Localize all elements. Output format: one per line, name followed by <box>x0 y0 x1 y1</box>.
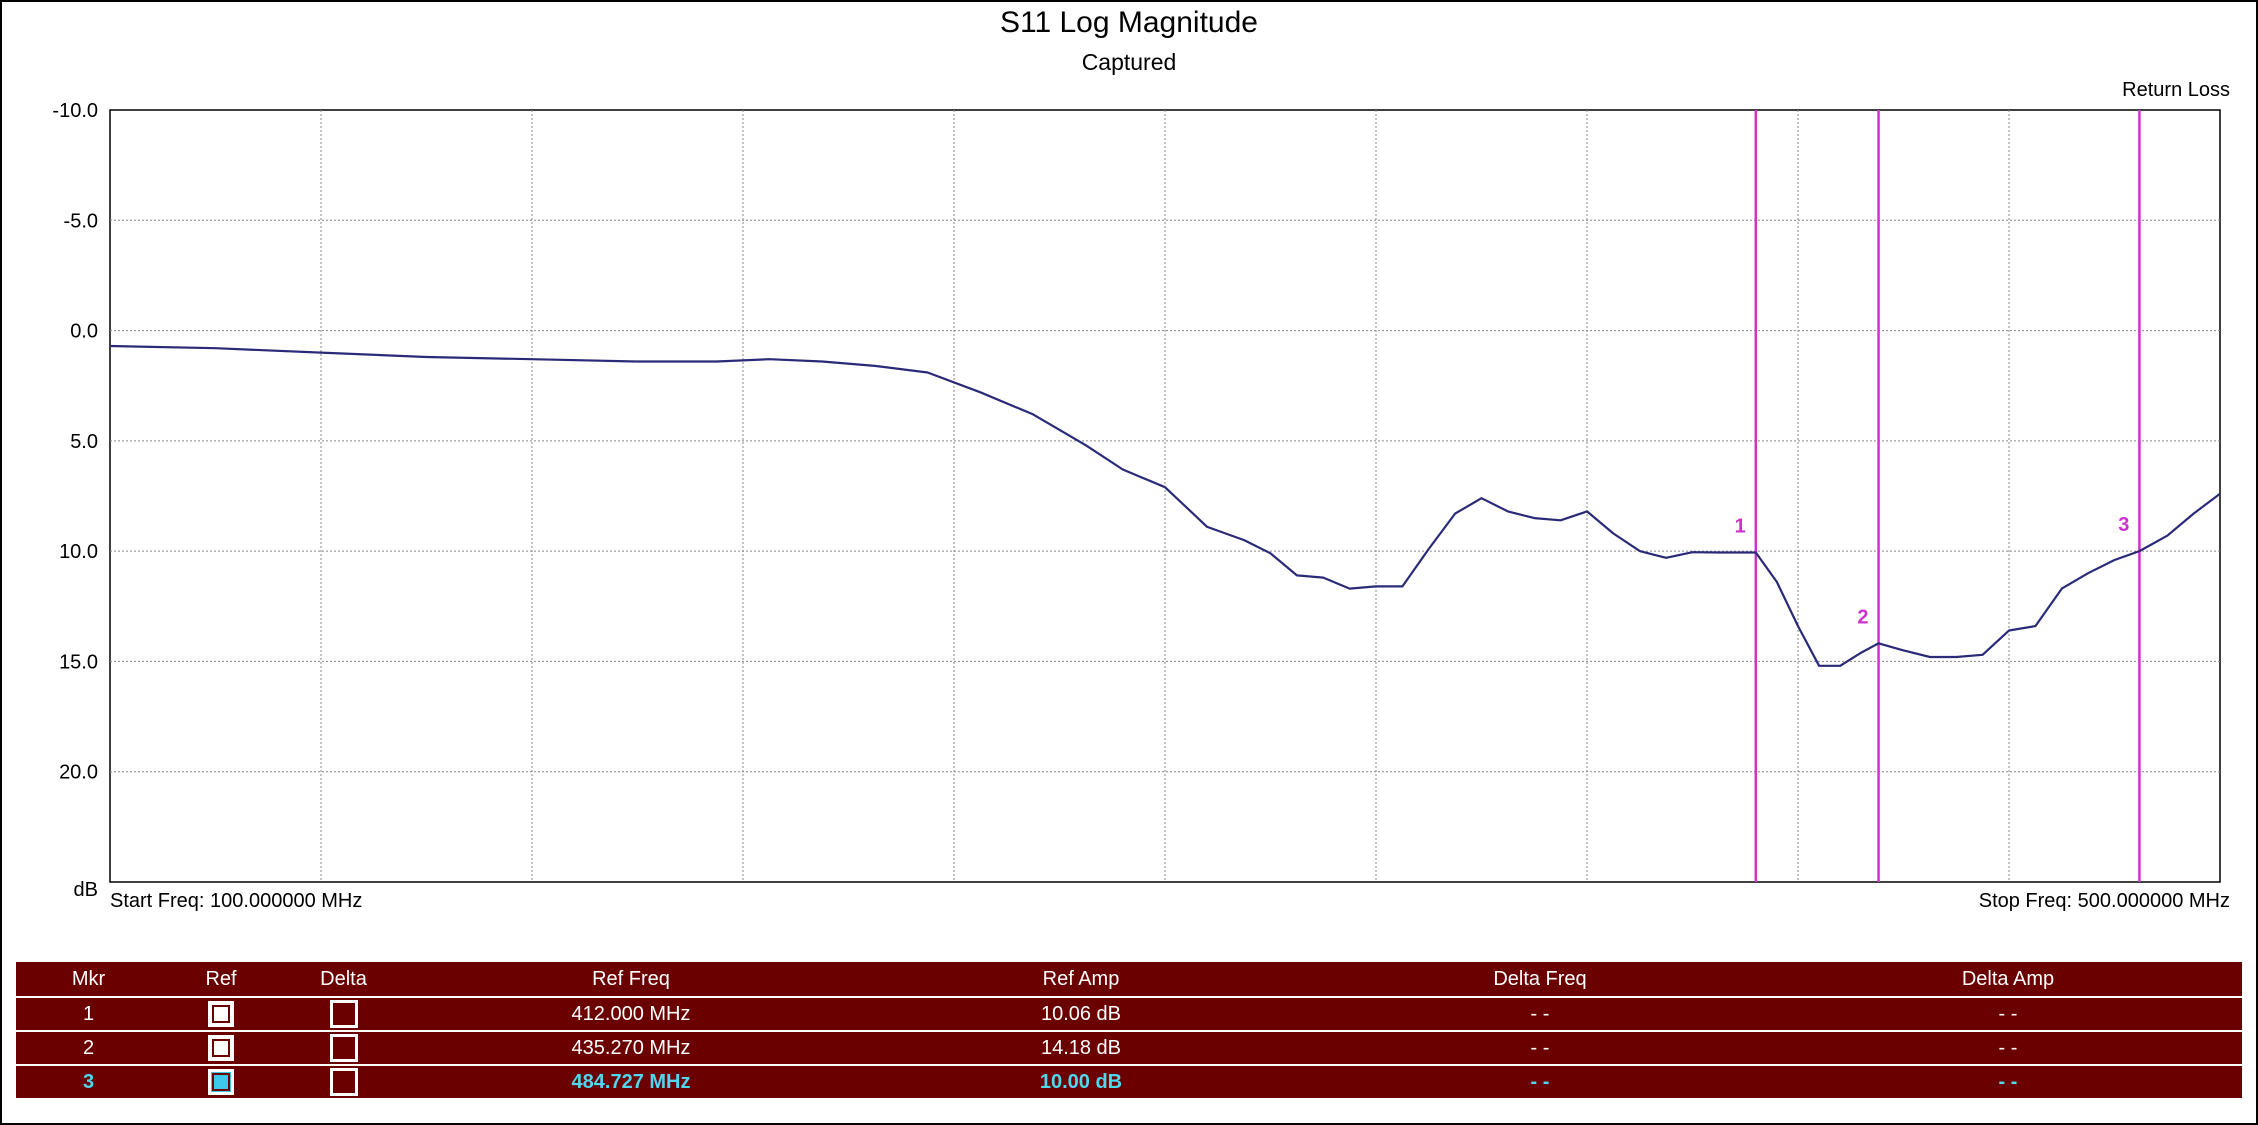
delta-amp-cell: - - <box>1774 1031 2242 1066</box>
y-tick-label: -10.0 <box>52 100 98 122</box>
delta-amp-cell: - - <box>1998 1070 2018 1093</box>
ref-checkbox[interactable] <box>208 1001 234 1027</box>
chart-subtitle: Captured <box>1081 49 1177 75</box>
table-row-selected[interactable]: 3 484.727 MHz 10.00 dB - - - - <box>16 1065 2242 1098</box>
delta-freq-cell: - - <box>1306 997 1774 1032</box>
ref-amp-cell: 14.18 dB <box>856 1031 1306 1066</box>
delta-checkbox[interactable] <box>329 1034 358 1062</box>
stop-freq-label: Stop Freq: 500.000000 MHz <box>1978 890 2230 912</box>
delta-checkbox[interactable] <box>329 1000 358 1028</box>
y-axis-unit: dB <box>74 879 98 901</box>
marker-table-header: Mkr Ref Delta Ref Freq Ref Amp Delta Fre… <box>16 962 2242 998</box>
ref-freq-cell: 435.270 MHz <box>406 1031 856 1066</box>
table-row[interactable]: 1 412.000 MHz 10.06 dB - - - - <box>16 997 2242 1032</box>
delta-freq-cell: - - <box>1306 1031 1774 1066</box>
ref-freq-cell: 484.727 MHz <box>571 1070 691 1093</box>
header-delta-freq: Delta Freq <box>1306 962 1774 998</box>
header-delta-amp: Delta Amp <box>1774 962 2242 998</box>
marker-label: 1 <box>1735 515 1746 537</box>
header-delta: Delta <box>281 962 406 998</box>
chart-title: S11 Log Magnitude <box>1000 6 1258 39</box>
trace-label: Return Loss <box>2122 79 2230 101</box>
ref-amp-cell: 10.06 dB <box>856 997 1306 1032</box>
delta-amp-cell: - - <box>1774 997 2242 1032</box>
y-tick-label: 10.0 <box>59 541 98 563</box>
marker-number: 1 <box>16 997 161 1032</box>
y-tick-label: 15.0 <box>59 651 98 673</box>
marker-number: 2 <box>16 1031 161 1066</box>
trace-line <box>109 344 2221 667</box>
marker-table: Mkr Ref Delta Ref Freq Ref Amp Delta Fre… <box>16 962 2242 1098</box>
ref-checkbox[interactable] <box>208 1069 234 1095</box>
table-row[interactable]: 2 435.270 MHz 14.18 dB - - - - <box>16 1031 2242 1066</box>
header-ref-amp: Ref Amp <box>856 962 1306 998</box>
header-ref: Ref <box>161 962 281 998</box>
marker-label: 3 <box>2118 514 2129 536</box>
start-freq-label: Start Freq: 100.000000 MHz <box>110 890 363 912</box>
marker-number: 3 <box>82 1070 95 1093</box>
delta-freq-cell: - - <box>1530 1070 1550 1093</box>
header-mkr: Mkr <box>16 962 161 998</box>
y-tick-label: 5.0 <box>70 431 98 453</box>
ref-freq-cell: 412.000 MHz <box>406 997 856 1032</box>
ref-amp-cell: 10.00 dB <box>1039 1070 1123 1093</box>
y-tick-label: 20.0 <box>59 762 98 784</box>
y-tick-label: -5.0 <box>64 210 98 232</box>
marker-label: 2 <box>1857 606 1868 628</box>
header-ref-freq: Ref Freq <box>406 962 856 998</box>
y-tick-label: 0.0 <box>70 321 98 343</box>
ref-checkbox[interactable] <box>208 1035 234 1061</box>
delta-checkbox[interactable] <box>329 1068 358 1096</box>
